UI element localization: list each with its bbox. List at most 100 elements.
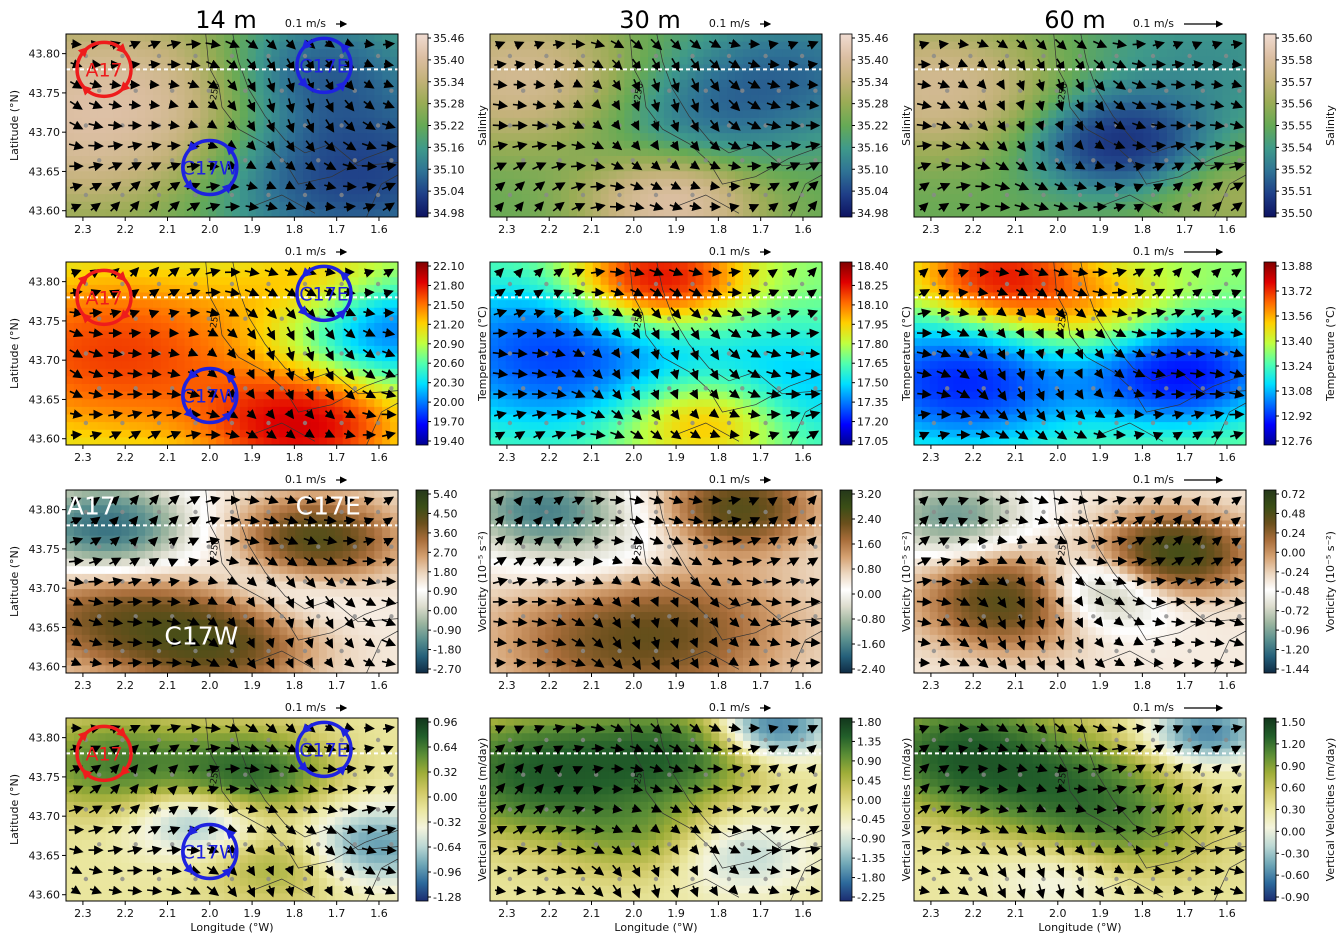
field-cell: [342, 376, 352, 385]
field-cell: [624, 49, 633, 58]
field-cell: [374, 437, 383, 445]
field-cell: [66, 72, 75, 81]
field-cell: [1159, 79, 1168, 88]
field-cell: [239, 163, 249, 172]
field-cell: [1159, 171, 1168, 180]
field-cell: [334, 330, 344, 339]
field-cell: [232, 49, 241, 58]
field-cell: [295, 361, 304, 370]
field-cell: [263, 209, 273, 217]
field-cell: [97, 140, 107, 149]
field-cell: [89, 87, 99, 96]
colorbar-tick-label: 35.04: [433, 185, 465, 198]
x-tick-label: 2.3: [498, 223, 516, 236]
field-cell: [1182, 194, 1192, 203]
velocity-arrow: [1191, 79, 1205, 90]
field-cell: [334, 87, 344, 96]
velocity-arrow: [186, 202, 201, 212]
x-tick-label: 2.1: [1007, 223, 1025, 236]
field-cell: [287, 277, 296, 286]
field-cell: [1127, 79, 1136, 88]
velocity-arrow: [768, 202, 779, 213]
field-cell: [168, 95, 178, 104]
field-cell: [1222, 201, 1231, 210]
field-cell: [1111, 41, 1121, 50]
field-cell: [239, 56, 249, 66]
field-cell: [216, 79, 225, 88]
field-cell: [985, 156, 994, 165]
field-cell: [121, 140, 130, 149]
field-cell: [129, 194, 138, 203]
field-cell: [1174, 133, 1184, 142]
field-cell: [160, 79, 170, 88]
field-cell: [993, 102, 1002, 111]
field-cell: [790, 156, 799, 165]
field-cell: [255, 133, 265, 142]
field-cell: [303, 171, 312, 180]
station-marker: [945, 158, 950, 163]
field-cell: [497, 72, 507, 81]
field-cell: [255, 209, 265, 217]
field-cell: [334, 406, 344, 416]
field-cell: [145, 64, 154, 73]
station-marker: [1200, 88, 1206, 93]
field-cell: [263, 56, 273, 66]
field-cell: [600, 72, 610, 81]
field-cell: [553, 171, 562, 180]
field-cell: [608, 194, 618, 203]
field-cell: [382, 95, 391, 104]
field-cell: [921, 87, 931, 96]
field-cell: [782, 209, 791, 217]
field-cell: [287, 345, 296, 355]
field-cell: [961, 133, 970, 142]
velocity-arrow: [1131, 79, 1147, 89]
field-cell: [303, 338, 312, 347]
velocity-arrow: [975, 181, 991, 192]
field-cell: [561, 133, 570, 142]
field-cell: [929, 178, 939, 188]
field-cell: [914, 156, 923, 165]
velocity-arrow: [1230, 99, 1244, 109]
field-cell: [350, 186, 360, 195]
field-cell: [66, 368, 75, 377]
velocity-arrow: [727, 140, 742, 150]
velocity-arrow: [669, 201, 683, 211]
field-cell: [358, 110, 367, 119]
field-cell: [66, 292, 75, 301]
field-cell: [953, 171, 963, 180]
field-cell: [719, 87, 728, 96]
station-marker: [630, 88, 635, 93]
field-cell: [192, 307, 201, 316]
field-cell: [1040, 171, 1049, 180]
field-cell: [671, 133, 681, 142]
velocity-arrow: [305, 58, 315, 72]
field-cell: [287, 361, 296, 370]
field-cell: [1087, 110, 1097, 119]
field-cell: [569, 125, 578, 134]
field-cell: [1056, 110, 1065, 119]
field-cell: [263, 87, 273, 96]
field-cell: [1000, 148, 1010, 157]
field-cell: [1064, 148, 1073, 157]
field-cell: [184, 56, 194, 66]
field-cell: [561, 194, 570, 203]
velocity-arrow: [362, 203, 376, 213]
field-cell: [735, 186, 744, 195]
field-cell: [1040, 178, 1049, 188]
field-cell: [326, 49, 336, 58]
field-cell: [719, 102, 728, 111]
field-cell: [342, 338, 352, 347]
field-cell: [545, 186, 554, 195]
field-cell: [263, 384, 273, 393]
field-cell: [1103, 87, 1113, 96]
field-cell: [1127, 110, 1136, 119]
field-cell: [719, 156, 728, 165]
field-cell: [735, 110, 744, 119]
field-cell: [790, 95, 799, 104]
field-cell: [1222, 133, 1231, 142]
colorbar-tick-label: 35.54: [1281, 141, 1313, 154]
velocity-arrow: [363, 79, 375, 89]
velocity-arrow: [1054, 140, 1065, 151]
field-cell: [790, 72, 799, 81]
field-cell: [113, 102, 122, 111]
